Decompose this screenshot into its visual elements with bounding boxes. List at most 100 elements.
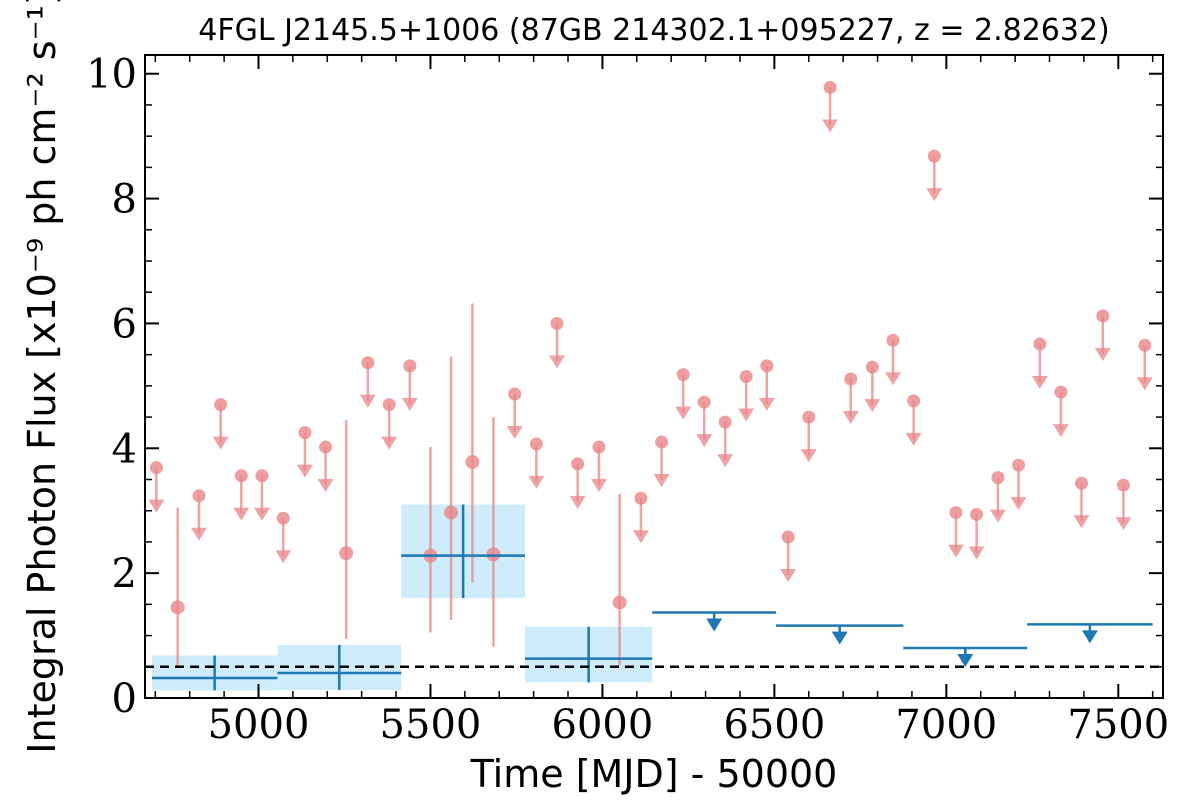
long-bin-upper-limit-arrow [957,654,974,668]
short-bin-upper-limit-arrow [926,188,943,202]
chart-title: 4FGL J2145.5+1006 (87GB 214302.1+095227,… [198,13,1110,48]
short-bin-upper-limit-marker [255,469,269,483]
short-bin-point [465,455,480,470]
short-bin-upper-limit-marker [634,491,648,505]
short-bin-upper-limit-marker [592,440,606,454]
short-bin-upper-limit-arrow [696,434,713,448]
y-tick-label: 2 [112,551,137,597]
short-bin-upper-limit-marker [319,440,333,454]
short-bin-upper-limit-marker [949,506,963,520]
short-bin-upper-limit-arrow [549,355,566,369]
short-bin-upper-limit-arrow [1073,515,1090,529]
short-bin-upper-limit-arrow [359,394,376,408]
short-bin-upper-limit-arrow [864,399,881,413]
short-bin-upper-limit-arrow [212,436,229,450]
short-bin-upper-limit-arrow [968,546,985,560]
short-bin-upper-limit-marker [214,398,228,412]
short-bin-upper-limit-marker [970,507,984,521]
short-bin-upper-limit-arrow [885,372,902,386]
short-bin-upper-limit-marker [907,394,921,408]
short-bin-point [444,505,459,520]
x-tick-label: 5000 [208,702,310,748]
short-bin-upper-limit-arrow [675,406,692,420]
short-bin-upper-limit-marker [1138,338,1152,352]
short-bin-upper-limit-marker [361,356,375,370]
short-bin-upper-limit-arrow [1052,424,1069,438]
axes: 5000 5500 6000 6500 7000 7500 0 2 4 6 8 10 [86,52,1169,748]
short-bin-upper-limit-arrow [590,479,607,493]
short-bin-upper-limit-arrow [842,410,859,424]
short-bin-upper-limit-marker [739,370,753,383]
short-bin-upper-limit-arrow [758,397,775,411]
short-bin-upper-limit-marker [1116,478,1130,492]
plot-frame [144,54,1164,699]
short-bin-upper-limit-marker [382,398,396,412]
short-bin-upper-limit-marker [550,316,564,330]
short-bin-upper-limit-arrow [1010,497,1027,511]
short-bin-upper-limit-marker [298,426,312,440]
x-tick-label: 7000 [895,702,997,748]
short-bin-upper-limit-marker [991,471,1005,485]
short-bin-upper-limit-marker [571,457,585,471]
short-bin-upper-limit-arrow [800,449,817,463]
long-bin-upper-limit-arrow [831,631,848,645]
x-axis-label: Time [MJD] - 50000 [470,752,838,796]
short-bin-upper-limit-marker [276,511,290,525]
short-bin-point [170,600,185,615]
long-bin-upper-limit-arrow [1081,630,1098,644]
x-tick-label: 5500 [380,702,482,748]
short-bin-upper-limit-arrow [1115,517,1132,531]
short-bin-upper-limit-arrow [905,432,922,446]
y-tick-label: 0 [112,676,137,722]
short-bin-upper-limit-arrow [822,119,839,133]
short-bin-upper-limit-arrow [275,550,292,564]
short-bin-upper-limit-marker [781,530,795,544]
short-bin-upper-limit-marker [697,395,711,409]
short-bin-upper-limit-arrow [381,436,398,450]
short-bin-upper-limit-arrow [296,464,313,478]
short-bin-upper-limit-marker [508,387,522,401]
short-bin-upper-limit-marker [927,149,941,163]
short-bin-upper-limit-marker [865,360,879,374]
short-bin-upper-limit-arrow [1031,376,1048,390]
short-bin-upper-limit-arrow [1094,347,1111,361]
y-tick-label: 6 [112,301,137,347]
short-bin-upper-limit-arrow [780,568,797,582]
short-bin-point [339,546,354,561]
y-tick-label: 4 [112,426,137,472]
short-bin-upper-limit-marker [1096,309,1110,323]
short-bin-upper-limit-marker [844,372,858,386]
y-axis-label: Integral Photon Flux [x10⁻⁹ ph cm⁻² s⁻¹] [20,0,64,754]
short-bin-upper-limit-marker [234,469,248,483]
short-bin-upper-limit-arrow [190,527,207,541]
plot-area [145,80,1163,691]
short-bin-upper-limit-arrow [947,544,964,558]
short-bin-upper-limit-marker [802,410,816,424]
short-bin-upper-limit-marker [403,359,417,373]
short-bin-upper-limit-marker [1074,476,1088,490]
short-bin-upper-limit-marker [823,80,837,94]
short-bin-upper-limit-arrow [1136,377,1153,391]
short-bin-upper-limit-marker [1054,385,1068,399]
x-tick-label: 6500 [723,702,825,748]
x-tick-label: 7500 [1067,702,1169,748]
y-tick-label: 10 [86,52,137,98]
y-tick-label: 8 [112,177,137,223]
short-bin-upper-limit-marker [149,461,163,475]
short-bin-upper-limit-marker [655,435,669,449]
short-bin-upper-limit-arrow [253,507,270,521]
short-bin-upper-limit-marker [529,437,543,451]
short-bin-upper-limit-marker [718,415,732,429]
short-bin-upper-limit-marker [676,368,690,382]
short-bin-upper-limit-arrow [653,474,670,488]
short-bin-upper-limit-arrow [528,475,545,489]
long-bin-upper-limit-arrow [706,618,723,632]
short-bin-upper-limit-arrow [401,397,418,411]
short-bin-upper-limit-marker [192,489,206,503]
short-bin-upper-limit-arrow [233,507,250,521]
short-bin-upper-limit-arrow [317,479,334,493]
short-bin-upper-limit-arrow [569,495,586,509]
short-bin-point [612,595,627,610]
short-bin-upper-limit-arrow [506,425,523,439]
